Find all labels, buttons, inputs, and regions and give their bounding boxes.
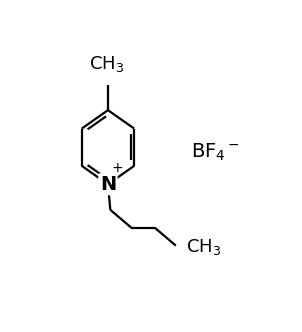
Text: BF$_4$$^-$: BF$_4$$^-$ xyxy=(191,142,240,163)
Text: CH$_3$: CH$_3$ xyxy=(89,54,124,74)
Text: N: N xyxy=(100,175,116,194)
Text: +: + xyxy=(111,161,123,175)
Text: CH$_3$: CH$_3$ xyxy=(186,237,222,257)
